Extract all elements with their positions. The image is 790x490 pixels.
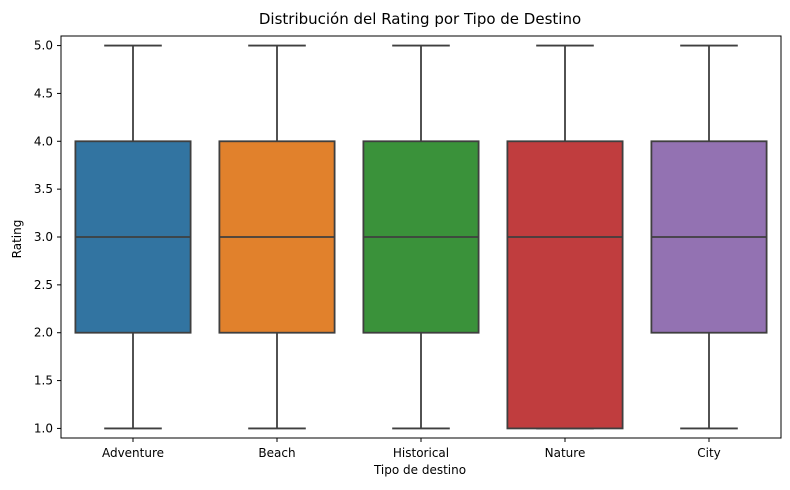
x-tick-label-historical: Historical	[393, 446, 449, 460]
x-tick-label-city: City	[697, 446, 721, 460]
plot-frame	[60, 35, 782, 439]
y-tick-label: 4.0	[34, 134, 53, 148]
y-tick-label: 3.0	[34, 230, 53, 244]
y-tick-label: 2.0	[34, 326, 53, 340]
chart-title: Distribución del Rating por Tipo de Dest…	[259, 10, 581, 28]
y-tick-label: 1.5	[34, 374, 53, 388]
y-axis-label: Rating	[10, 220, 24, 259]
y-tick-label: 4.5	[34, 86, 53, 100]
x-axis-label: Tipo de destino	[373, 463, 466, 477]
box-nature	[506, 140, 624, 430]
y-tick-label: 5.0	[34, 39, 53, 53]
x-tick-label-beach: Beach	[258, 446, 295, 460]
y-tick-label: 3.5	[34, 182, 53, 196]
plot-area: Adventure Beach Historical Nature City 1.0 1.5…	[34, 35, 782, 460]
y-tick-label: 1.0	[34, 421, 53, 435]
x-tick-label-nature: Nature	[545, 446, 586, 460]
y-tick-label: 2.5	[34, 278, 53, 292]
x-tick-label-adventure: Adventure	[102, 446, 164, 460]
